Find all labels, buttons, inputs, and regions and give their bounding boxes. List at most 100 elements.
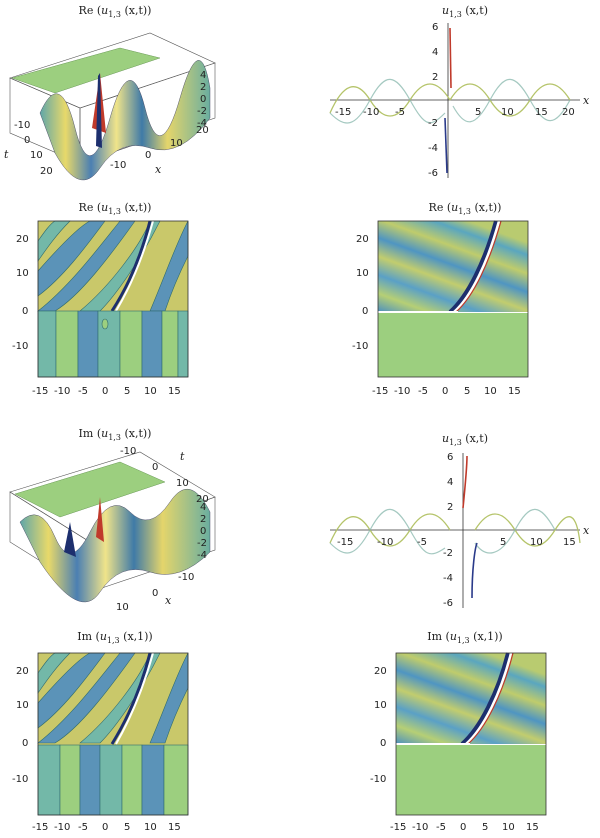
panel-c-y-tick: 0 [22, 306, 28, 317]
panel-c-x-tick: 0 [102, 386, 108, 397]
panel-b-x-tick: -5 [395, 107, 405, 118]
panel-e-surface-plot: -10 0 10 20 t 10 0 -10 x 4 2 0 -2 -4 [9, 446, 216, 613]
panel-a-t-label: t [4, 148, 9, 161]
panel-c-x-tick: -5 [78, 386, 88, 397]
panel-h-x-tick: 0 [460, 822, 466, 833]
panel-e-z-tick: 2 [200, 514, 206, 525]
panel-d-density-plot: 20 10 0 -10 -15 -10 -5 0 5 10 15 [352, 220, 529, 397]
panel-a-x-tick: 0 [145, 150, 151, 161]
panel-g-y-tick: 10 [16, 700, 29, 711]
panel-g-x-tick: -15 [32, 822, 48, 833]
panel-d-x-tick: -5 [418, 386, 428, 397]
panel-f-y-tick: -4 [443, 573, 453, 584]
panel-e-z-tick: -4 [197, 550, 207, 561]
panel-a-z-tick: 4 [200, 70, 206, 81]
panel-g-y-tick: 0 [22, 738, 28, 749]
panel-e-z-tick: -2 [197, 538, 207, 549]
panel-d-x-tick: -15 [372, 386, 388, 397]
panel-e-x-tick: 0 [152, 588, 158, 599]
panel-a-x-label: x [155, 163, 162, 176]
panel-d-x-tick: 10 [484, 386, 497, 397]
panel-f-x-tick: -15 [337, 537, 353, 548]
panel-a-x-tick: 10 [170, 138, 183, 149]
panel-f-y-tick: -6 [443, 598, 453, 609]
panel-f-y-tick: 2 [447, 502, 453, 513]
panel-h-y-tick: -10 [370, 774, 386, 785]
panel-e-t-tick: -10 [120, 446, 136, 457]
panel-h-x-tick: -10 [412, 822, 428, 833]
panel-f-x-tick: 5 [500, 537, 506, 548]
panel-a-t-tick: 0 [24, 135, 30, 146]
panel-a-t-tick: -10 [14, 120, 30, 131]
panel-g-x-tick: -5 [78, 822, 88, 833]
panel-d-title: Re (u1,3 (x,t)) [428, 201, 502, 217]
panel-e-x-tick: 10 [116, 602, 129, 613]
panel-f-title: u1,3 (x,t) [441, 432, 489, 448]
panel-e-title: Im (u1,3 (x,t)) [78, 427, 152, 443]
panel-b-y-tick: 2 [432, 72, 438, 83]
panel-b-x-tick: 5 [475, 107, 481, 118]
panel-h-y-tick: 10 [374, 700, 387, 711]
panel-c-x-tick: 15 [168, 386, 181, 397]
panel-c-y-tick: 20 [16, 234, 29, 245]
panel-b-y-tick: 4 [432, 47, 438, 58]
panel-c-x-tick: 10 [144, 386, 157, 397]
panel-a-x-tick: -10 [110, 160, 126, 171]
panel-b-y-tick: 6 [432, 22, 438, 33]
panel-h-y-tick: 0 [380, 738, 386, 749]
panel-h-x-tick: -5 [436, 822, 446, 833]
panel-g-title: Im (u1,3 (x,1)) [77, 630, 153, 646]
panel-a-title: Re (u1,3 (x,t)) [78, 4, 152, 20]
panel-a-z-tick: -2 [197, 106, 207, 117]
panel-b-title: u1,3 (x,t) [441, 4, 489, 20]
panel-b-x-tick: -10 [363, 107, 379, 118]
panel-c-x-tick: -10 [54, 386, 70, 397]
panel-f-x-tick: -10 [377, 537, 393, 548]
panel-a-z-tick: 0 [200, 94, 206, 105]
panel-e-t-tick: 0 [152, 462, 158, 473]
panel-h-x-tick: 5 [482, 822, 488, 833]
panel-c-contour-plot: 20 10 0 -10 -15 -10 -5 0 5 10 15 [12, 220, 189, 397]
panel-d-y-tick: 0 [362, 306, 368, 317]
panel-g-contour-plot: 20 10 0 -10 -15 -10 -5 0 5 10 15 [12, 652, 189, 833]
panel-h-title: Im (u1,3 (x,1)) [427, 630, 503, 646]
panel-d-y-tick: 10 [356, 268, 369, 279]
panel-a-x-tick: 20 [196, 125, 209, 136]
panel-a-t-tick: 20 [40, 166, 53, 177]
panel-f-x-label: x [583, 524, 590, 537]
panel-g-x-tick: 0 [102, 822, 108, 833]
panel-f-x-tick: -5 [417, 537, 427, 548]
panel-g-x-tick: -10 [54, 822, 70, 833]
panel-f-y-tick: -2 [443, 548, 453, 559]
panel-e-x-label: x [165, 594, 172, 607]
panel-b-x-tick: -15 [335, 107, 351, 118]
panel-a-z-tick: 2 [200, 82, 206, 93]
panel-e-z-tick: 0 [200, 526, 206, 537]
panel-e-z-tick: 4 [200, 502, 206, 513]
panel-b-y-tick: -6 [428, 168, 438, 179]
panel-b-x-tick: 10 [501, 107, 514, 118]
panel-a-t-tick: 10 [30, 150, 43, 161]
panel-b-x-tick: 15 [535, 107, 548, 118]
panel-b-x-label: x [583, 94, 590, 107]
panel-g-y-tick: -10 [12, 774, 28, 785]
panel-c-title: Re (u1,3 (x,t)) [78, 201, 152, 217]
panel-f-x-tick: 15 [563, 537, 576, 548]
panel-g-y-tick: 20 [16, 666, 29, 677]
panel-f-y-tick: 6 [447, 452, 453, 463]
panel-h-x-tick: 10 [502, 822, 515, 833]
panel-c-x-tick: 5 [124, 386, 130, 397]
panel-c-x-tick: -15 [32, 386, 48, 397]
panel-b-x-tick: 20 [562, 107, 575, 118]
panel-g-x-tick: 10 [144, 822, 157, 833]
panel-d-x-tick: 5 [464, 386, 470, 397]
panel-e-t-tick: 10 [176, 478, 189, 489]
panel-h-x-tick: -15 [390, 822, 406, 833]
panel-e-t-label: t [180, 450, 185, 463]
panel-b-y-tick: -2 [428, 118, 438, 129]
panel-a-surface-plot: -10 0 10 20 t -10 0 10 20 x 4 2 0 -2 -4 [4, 32, 216, 181]
panel-g-x-tick: 5 [124, 822, 130, 833]
panel-f-x-tick: 10 [530, 537, 543, 548]
panel-f-y-tick: 4 [447, 477, 453, 488]
panel-b-line-plot: 6 4 2 -2 -4 -6 -15 -10 -5 5 10 15 20 x [329, 22, 590, 179]
